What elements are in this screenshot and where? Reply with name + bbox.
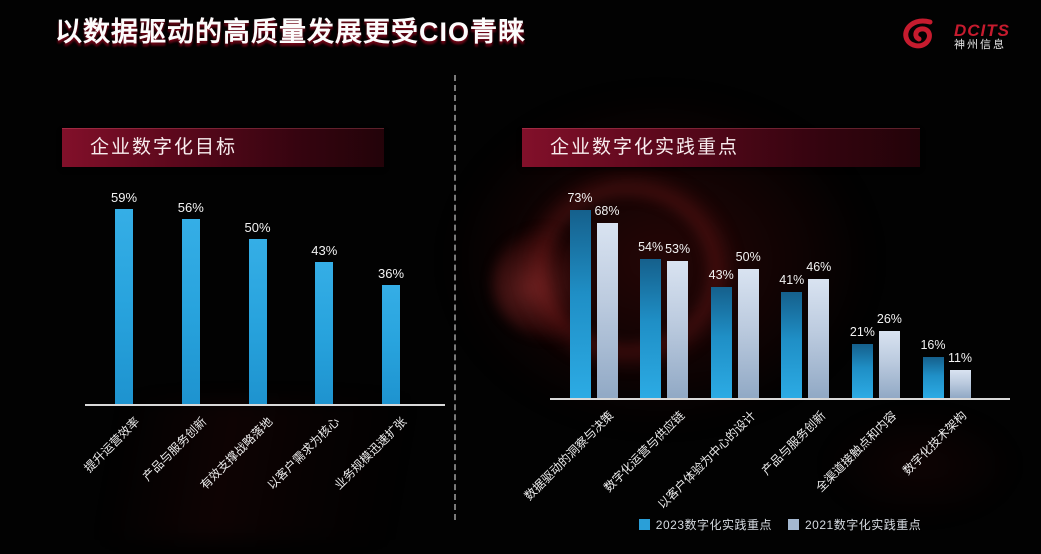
bar (315, 262, 334, 404)
bar (851, 344, 873, 398)
bar (181, 219, 200, 404)
x-axis-line (85, 404, 445, 406)
legend-swatch (788, 519, 799, 530)
category-label: 产品与服务创新 (759, 408, 829, 478)
bar (382, 285, 400, 404)
legend-swatch (638, 519, 650, 530)
bar-value-label: 68% (594, 204, 620, 218)
bar (710, 287, 732, 398)
chart-goals-title: 企业数字化目标 (90, 137, 238, 158)
bar-value-label: 73% (567, 191, 593, 205)
bar-value-label: 26% (876, 312, 902, 326)
chart-goals-banner: 企业数字化目标 (62, 128, 384, 167)
bar (248, 239, 267, 404)
bar (922, 357, 944, 398)
category-label: 数据驱动的洞察与决策 (522, 408, 617, 504)
bar (878, 331, 900, 398)
bar-value-label: 11% (947, 351, 973, 365)
category-label: 产品与服务创新 (139, 414, 210, 484)
bar (949, 370, 971, 398)
bar-value-label: 59% (110, 190, 138, 205)
chart-practices-title: 企业数字化实践重点 (550, 137, 740, 158)
bar-chart-practices: 73% 68% 数据驱动的洞察与决策 54% 53% 数字化运营与供应链 43% 50% 以客户… (522, 185, 1010, 512)
bar-value-label: 50% (735, 250, 761, 264)
logo-company-text: 神州信息 (954, 39, 1006, 52)
logo-swirl-icon (898, 16, 948, 59)
bar-value-label: 16% (920, 338, 946, 352)
bar (667, 261, 689, 398)
legend-item: 2021数字化实践重点 (788, 516, 921, 533)
bar-value-label: 50% (244, 220, 271, 235)
bar-chart-goals: 59% 提升运营效率 56% 产品与服务创新 50% 有效支撑战略落地 43% 以客户需求为核… (81, 185, 445, 492)
legend-label: 2023数字化实践重点 (655, 518, 772, 532)
bar-value-label: 41% (779, 273, 805, 287)
legend-label: 2021数字化实践重点 (805, 518, 922, 532)
bar (808, 279, 830, 398)
bar-value-label: 21% (849, 325, 875, 339)
company-logo: DCITS 神州信息 (898, 12, 1028, 62)
bar-value-label: 43% (311, 243, 338, 258)
category-label: 提升运营效率 (81, 414, 143, 476)
page-title: 以数据驱动的高质量发展更受CIO青睐 (55, 17, 527, 47)
legend-item: 2023数字化实践重点 (638, 516, 772, 533)
bar (596, 223, 618, 398)
bar (569, 210, 591, 398)
chart-practices-banner: 企业数字化实践重点 (522, 128, 920, 167)
bar-value-label: 56% (177, 200, 204, 215)
bar (115, 209, 133, 404)
bar-value-label: 43% (708, 268, 734, 282)
bar (640, 259, 662, 398)
x-axis-line (550, 398, 1010, 400)
bar (781, 292, 803, 398)
bar-value-label: 36% (377, 266, 405, 281)
logo-brand-text: DCITS (954, 21, 1010, 41)
category-label: 数字化技术架构 (900, 408, 970, 478)
bar-value-label: 46% (806, 260, 832, 274)
bar (737, 269, 759, 398)
chart-legend: 2023数字化实践重点 2021数字化实践重点 (550, 516, 1010, 533)
bar-value-label: 54% (638, 240, 664, 254)
bar-value-label: 53% (665, 242, 691, 256)
vertical-divider (454, 75, 456, 520)
